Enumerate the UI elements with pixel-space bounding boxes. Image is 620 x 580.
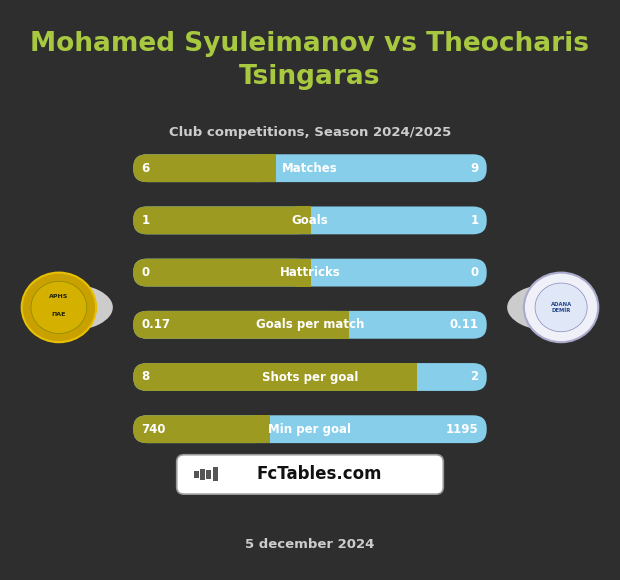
FancyBboxPatch shape (177, 455, 443, 494)
FancyBboxPatch shape (133, 415, 268, 443)
Text: ΠΑΕ: ΠΑΕ (51, 312, 66, 317)
Bar (295, 206, 311, 234)
Text: Goals per match: Goals per match (256, 318, 364, 331)
Circle shape (524, 273, 598, 342)
FancyBboxPatch shape (133, 206, 310, 234)
Text: 1195: 1195 (446, 423, 479, 436)
Text: 2: 2 (471, 371, 479, 383)
Text: APHS: APHS (49, 295, 69, 299)
Text: 1: 1 (141, 214, 149, 227)
Text: 0: 0 (471, 266, 479, 279)
Bar (254, 415, 270, 443)
Text: Goals: Goals (291, 214, 329, 227)
Bar (401, 363, 417, 391)
Text: Shots per goal: Shots per goal (262, 371, 358, 383)
Bar (206, 470, 211, 479)
Circle shape (31, 281, 87, 334)
Bar (200, 469, 205, 480)
Text: 1: 1 (471, 214, 479, 227)
Text: 740: 740 (141, 423, 166, 436)
Ellipse shape (507, 284, 599, 331)
Ellipse shape (21, 284, 113, 331)
Text: 8: 8 (141, 371, 149, 383)
Text: Hattricks: Hattricks (280, 266, 340, 279)
Bar (194, 471, 199, 478)
Text: Min per goal: Min per goal (268, 423, 352, 436)
Text: 5 december 2024: 5 december 2024 (246, 538, 374, 550)
Text: FcTables.com: FcTables.com (257, 465, 382, 484)
FancyBboxPatch shape (133, 154, 487, 182)
FancyBboxPatch shape (133, 154, 275, 182)
Circle shape (535, 283, 587, 332)
Text: 9: 9 (471, 162, 479, 175)
FancyBboxPatch shape (133, 259, 487, 287)
Text: 6: 6 (141, 162, 149, 175)
Text: 0.11: 0.11 (450, 318, 479, 331)
FancyBboxPatch shape (133, 363, 487, 391)
FancyBboxPatch shape (133, 363, 416, 391)
Bar (260, 154, 276, 182)
Bar (333, 311, 349, 339)
FancyBboxPatch shape (133, 206, 487, 234)
FancyBboxPatch shape (133, 259, 310, 287)
Bar (295, 259, 311, 287)
Text: 0.17: 0.17 (141, 318, 171, 331)
FancyBboxPatch shape (133, 415, 487, 443)
Text: 0: 0 (141, 266, 149, 279)
FancyBboxPatch shape (133, 311, 348, 339)
Circle shape (22, 273, 96, 342)
Text: Club competitions, Season 2024/2025: Club competitions, Season 2024/2025 (169, 126, 451, 139)
Text: Mohamed Syuleimanov vs Theocharis
Tsingaras: Mohamed Syuleimanov vs Theocharis Tsinga… (30, 31, 590, 90)
FancyBboxPatch shape (133, 311, 487, 339)
Text: ADANA
DEMİR: ADANA DEMİR (551, 302, 572, 313)
Bar (213, 467, 218, 481)
Text: Matches: Matches (282, 162, 338, 175)
